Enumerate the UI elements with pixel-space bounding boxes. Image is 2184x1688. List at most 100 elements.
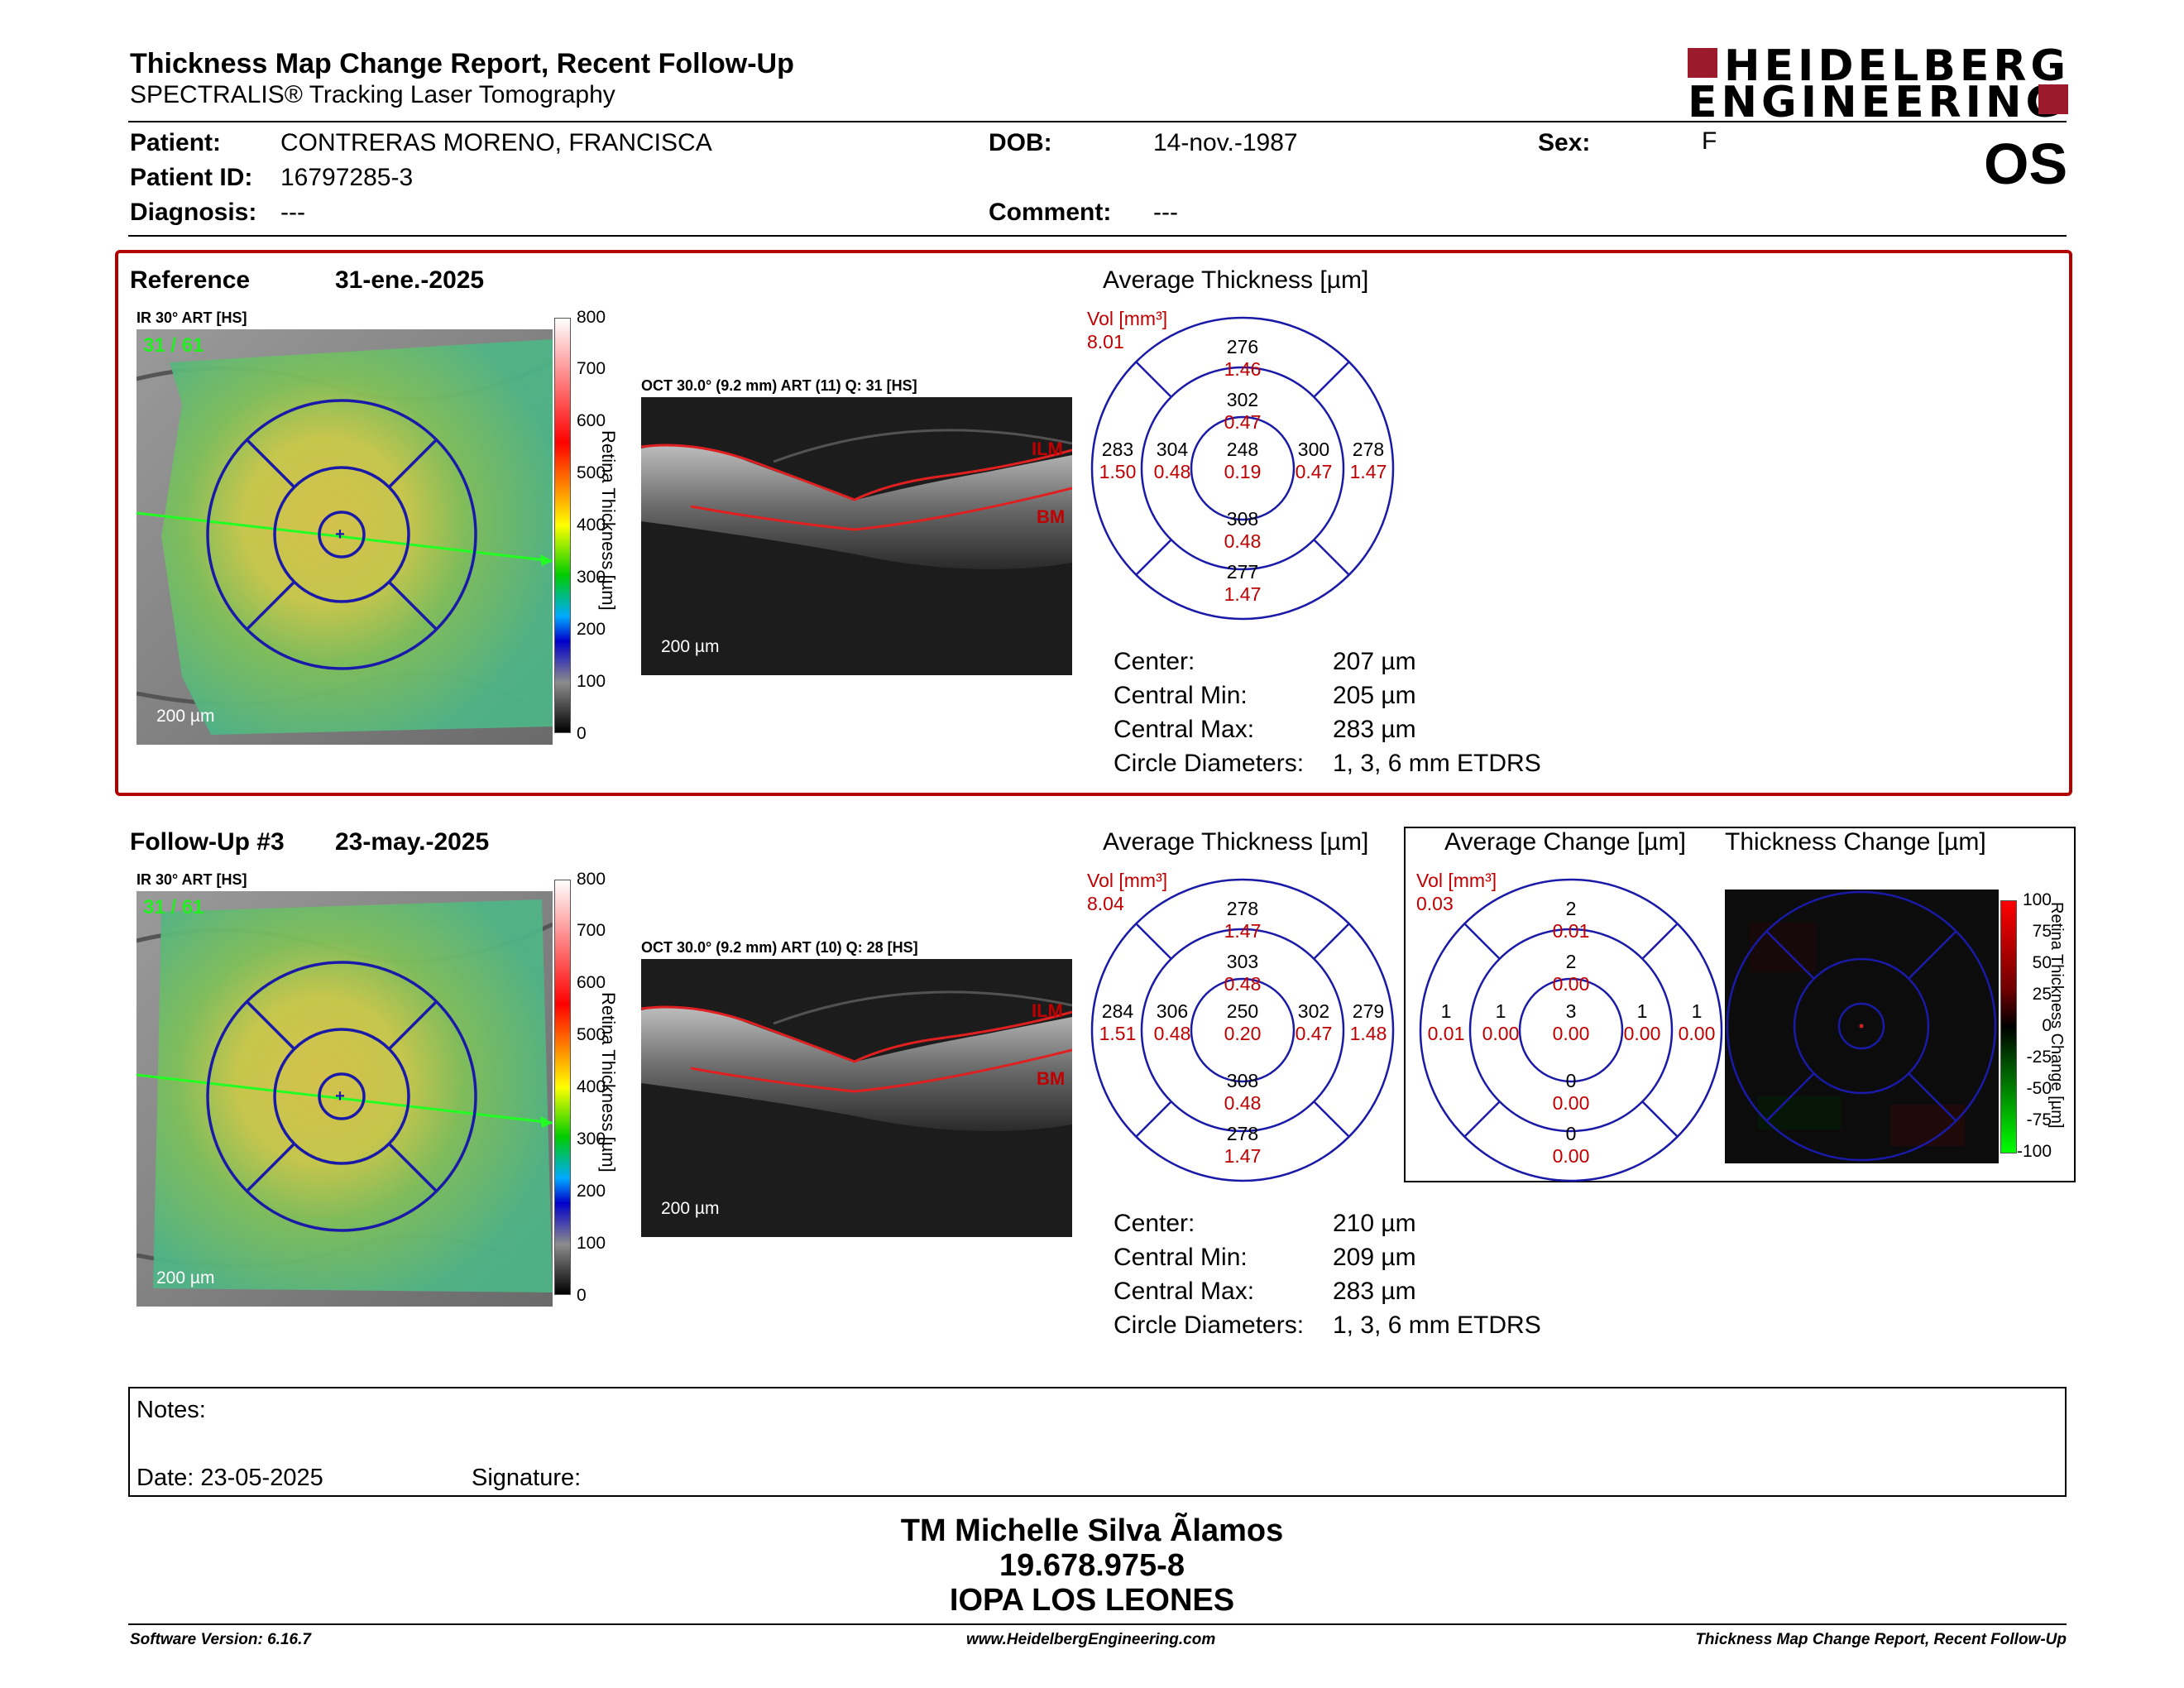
chg-tick-minus75: -75 [2026, 1110, 2052, 1129]
ref-ilm-label: ILM [1032, 439, 1063, 459]
chg-inner-bottom-volume: 0.00 [1552, 1092, 1590, 1114]
ref-inner-top-thickness: 302 [1226, 389, 1259, 410]
fu-stat-label-center: Center: [1114, 1210, 1195, 1237]
ref-fundus-image: + 31 / 61 200 µm [136, 329, 553, 745]
sex-value: F [1702, 127, 1717, 155]
fu-thickness-colorbar [554, 880, 571, 1295]
dob-label: DOB: [989, 129, 1052, 156]
ref-stat-label-center: Center: [1114, 648, 1195, 675]
ref-tick-200: 200 [577, 620, 606, 639]
chg-outer-bottom-thickness: 0 [1565, 1123, 1577, 1144]
fu-stat-label-min: Central Min: [1114, 1244, 1248, 1271]
notes-date: Date: 23-05-2025 [136, 1465, 323, 1491]
fu-stat-label-max: Central Max: [1114, 1278, 1255, 1305]
fu-tick-400: 400 [577, 1077, 606, 1096]
ref-stat-value-center: 207 µm [1333, 648, 1416, 675]
fu-outer-left-thickness: 284 [1101, 1000, 1134, 1022]
ref-tick-300: 300 [577, 568, 606, 587]
fu-tick-600: 600 [577, 973, 606, 992]
fu-outer-top-volume: 1.47 [1224, 920, 1262, 942]
ref-outer-right-thickness: 278 [1352, 439, 1385, 460]
fu-inner-right-thickness: 302 [1297, 1000, 1330, 1022]
ref-tick-500: 500 [577, 463, 606, 482]
chg-inner-top-volume: 0.00 [1552, 973, 1590, 995]
fu-vol-total: 8.04 [1087, 893, 1124, 914]
fu-stat-value-min: 209 µm [1333, 1244, 1416, 1271]
ref-oct-label: OCT 30.0° (9.2 mm) ART (11) Q: 31 [HS] [641, 377, 917, 394]
reference-date: 31-ene.-2025 [335, 266, 485, 294]
ref-outer-top-volume: 1.46 [1224, 358, 1262, 380]
chg-center-thickness: 3 [1565, 1000, 1577, 1022]
ref-stat-label-max: Central Max: [1114, 716, 1255, 743]
chg-inner-left-thickness: 1 [1495, 1000, 1506, 1022]
footer-divider [128, 1623, 2067, 1625]
patient-id-label: Patient ID: [130, 164, 253, 191]
change-vol-label: Vol [mm³] [1416, 870, 1497, 891]
ref-colorbar-label: Retina Thickness [µm] [598, 430, 619, 611]
chg-outer-top-volume: 0.01 [1552, 920, 1590, 942]
fu-tick-700: 700 [577, 921, 606, 940]
notes-box[interactable]: Notes: Date: 23-05-2025 Signature: [128, 1387, 2067, 1497]
chg-inner-top-thickness: 2 [1565, 951, 1577, 972]
patient-name-label: Patient: [130, 129, 222, 156]
avg-change-title: Average Change [µm] [1444, 828, 1686, 856]
ref-vol-total: 8.01 [1087, 331, 1124, 352]
fu-inner-bottom-thickness: 308 [1226, 1070, 1259, 1091]
change-colorbar-ticks: 100 75 50 25 0 -25 -50 -75 -100 [2015, 890, 2052, 1163]
chg-outer-top-thickness: 2 [1565, 898, 1577, 919]
footer-website-link[interactable]: www.HeidelbergEngineering.com [966, 1631, 1216, 1648]
header-divider [128, 121, 2067, 122]
fu-stat-label-diam: Circle Diameters: [1114, 1312, 1305, 1339]
ref-tick-0: 0 [577, 724, 587, 743]
ref-center-volume: 0.19 [1224, 461, 1262, 482]
fu-inner-bottom-volume: 0.48 [1224, 1092, 1262, 1114]
ref-oct-scale: 200 µm [661, 637, 720, 656]
ref-colorbar-ticks: 800 700 600 500 400 300 200 100 0 [577, 308, 618, 746]
fu-outer-right-volume: 1.48 [1349, 1023, 1387, 1044]
thickness-change-title: Thickness Change [µm] [1725, 828, 1986, 856]
ref-outer-top-thickness: 276 [1226, 336, 1259, 357]
fu-etdrs-grid [1090, 878, 1395, 1182]
fu-tick-800: 800 [577, 870, 606, 889]
chg-center-volume: 0.00 [1552, 1023, 1590, 1044]
patient-id: 16797285-3 [280, 164, 414, 191]
report-subtitle: SPECTRALIS® Tracking Laser Tomography [130, 81, 615, 108]
fu-tick-300: 300 [577, 1129, 606, 1149]
followup-label: Follow-Up #3 [130, 828, 285, 856]
ref-tick-400: 400 [577, 516, 606, 535]
ref-inner-bottom-volume: 0.48 [1224, 530, 1262, 552]
ref-frame-counter: 31 / 61 [143, 334, 204, 357]
chg-inner-right-volume: 0.00 [1623, 1023, 1661, 1044]
ref-oct-scan: ILM BM 200 µm [641, 397, 1072, 675]
ref-outer-left-thickness: 283 [1101, 439, 1134, 460]
fu-inner-top-thickness: 303 [1226, 951, 1259, 972]
fu-colorbar-label: Retina Thickness [µm] [598, 992, 619, 1172]
change-panel [1404, 827, 2076, 1182]
followup-date: 23-may.-2025 [335, 828, 490, 856]
chg-outer-left-volume: 0.01 [1427, 1023, 1465, 1044]
fu-fundus-scale: 200 µm [156, 1268, 215, 1288]
fu-inner-left-thickness: 306 [1156, 1000, 1189, 1022]
heidelberg-logo: HEIDELBERG ENGINEERING [1688, 41, 2071, 127]
ref-tick-100: 100 [577, 672, 606, 691]
ref-fundus-scale: 200 µm [156, 707, 215, 726]
clinic-name: IOPA LOS LEONES [949, 1583, 1235, 1618]
signer-rut: 19.678.975-8 [999, 1548, 1185, 1583]
fu-oct-scan: ILM BM 200 µm [641, 959, 1072, 1237]
fu-tick-100: 100 [577, 1234, 606, 1253]
comment-value: --- [1153, 199, 1178, 226]
fu-outer-right-thickness: 279 [1352, 1000, 1385, 1022]
fu-oct-scale: 200 µm [661, 1199, 720, 1218]
ref-outer-left-volume: 1.50 [1099, 461, 1137, 482]
ref-inner-right-volume: 0.47 [1295, 461, 1333, 482]
fu-stat-value-center: 210 µm [1333, 1210, 1416, 1237]
ref-inner-left-volume: 0.48 [1153, 461, 1191, 482]
signer-name: TM Michelle Silva Ãlamos [900, 1513, 1284, 1548]
chg-outer-right-thickness: 1 [1691, 1000, 1703, 1022]
fu-inner-top-volume: 0.48 [1224, 973, 1262, 995]
fu-frame-counter: 31 / 61 [143, 896, 204, 918]
ref-inner-right-thickness: 300 [1297, 439, 1330, 460]
footer-software-version: Software Version: 6.16.7 [130, 1631, 311, 1648]
fu-fundus-image: + 31 / 61 200 µm [136, 891, 553, 1307]
ref-tick-700: 700 [577, 359, 606, 378]
